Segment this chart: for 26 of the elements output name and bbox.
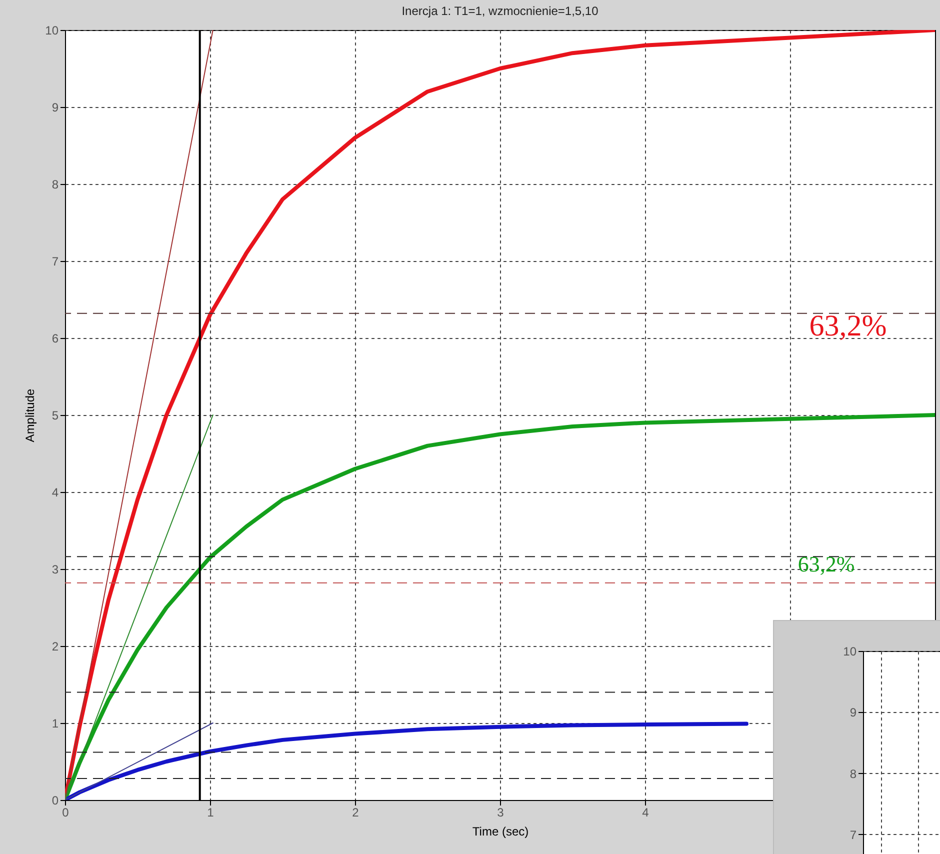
y-tick-label: 7 xyxy=(52,254,59,268)
x-tick-label: 4 xyxy=(642,806,650,820)
y-axis-title: Amplitude xyxy=(23,388,38,442)
annotation: 63,2% xyxy=(809,309,887,342)
y-tick-label: 3 xyxy=(52,562,59,576)
y-tick-label: 1 xyxy=(52,716,59,730)
y-tick-label: 8 xyxy=(850,766,857,781)
x-tick-label: 0 xyxy=(62,806,70,820)
y-tick-label: 9 xyxy=(52,100,59,114)
y-tick-label: 7 xyxy=(850,828,857,842)
y-tick-label: 6 xyxy=(52,332,59,346)
y-tick-label: 8 xyxy=(52,178,59,192)
x-tick-label: 3 xyxy=(497,806,504,820)
y-tick-label: 9 xyxy=(850,706,857,720)
y-tick-label: 5 xyxy=(52,408,59,422)
annotation: 63,2% xyxy=(798,552,855,577)
y-tick-label: 10 xyxy=(45,24,59,38)
x-tick-label: 2 xyxy=(352,806,360,820)
y-tick-label: 2 xyxy=(52,640,59,654)
line-series xyxy=(65,722,748,800)
y-tick-label: 10 xyxy=(843,644,857,658)
y-tick-label: 0 xyxy=(52,794,59,808)
y-tick-label: 4 xyxy=(52,486,59,500)
x-axis-title: Time (sec) xyxy=(472,824,529,838)
x-tick-label: 1 xyxy=(207,806,214,820)
chart-title: Inercja 1: T1=1, wzmocnienie=1,5,10 xyxy=(402,4,599,18)
